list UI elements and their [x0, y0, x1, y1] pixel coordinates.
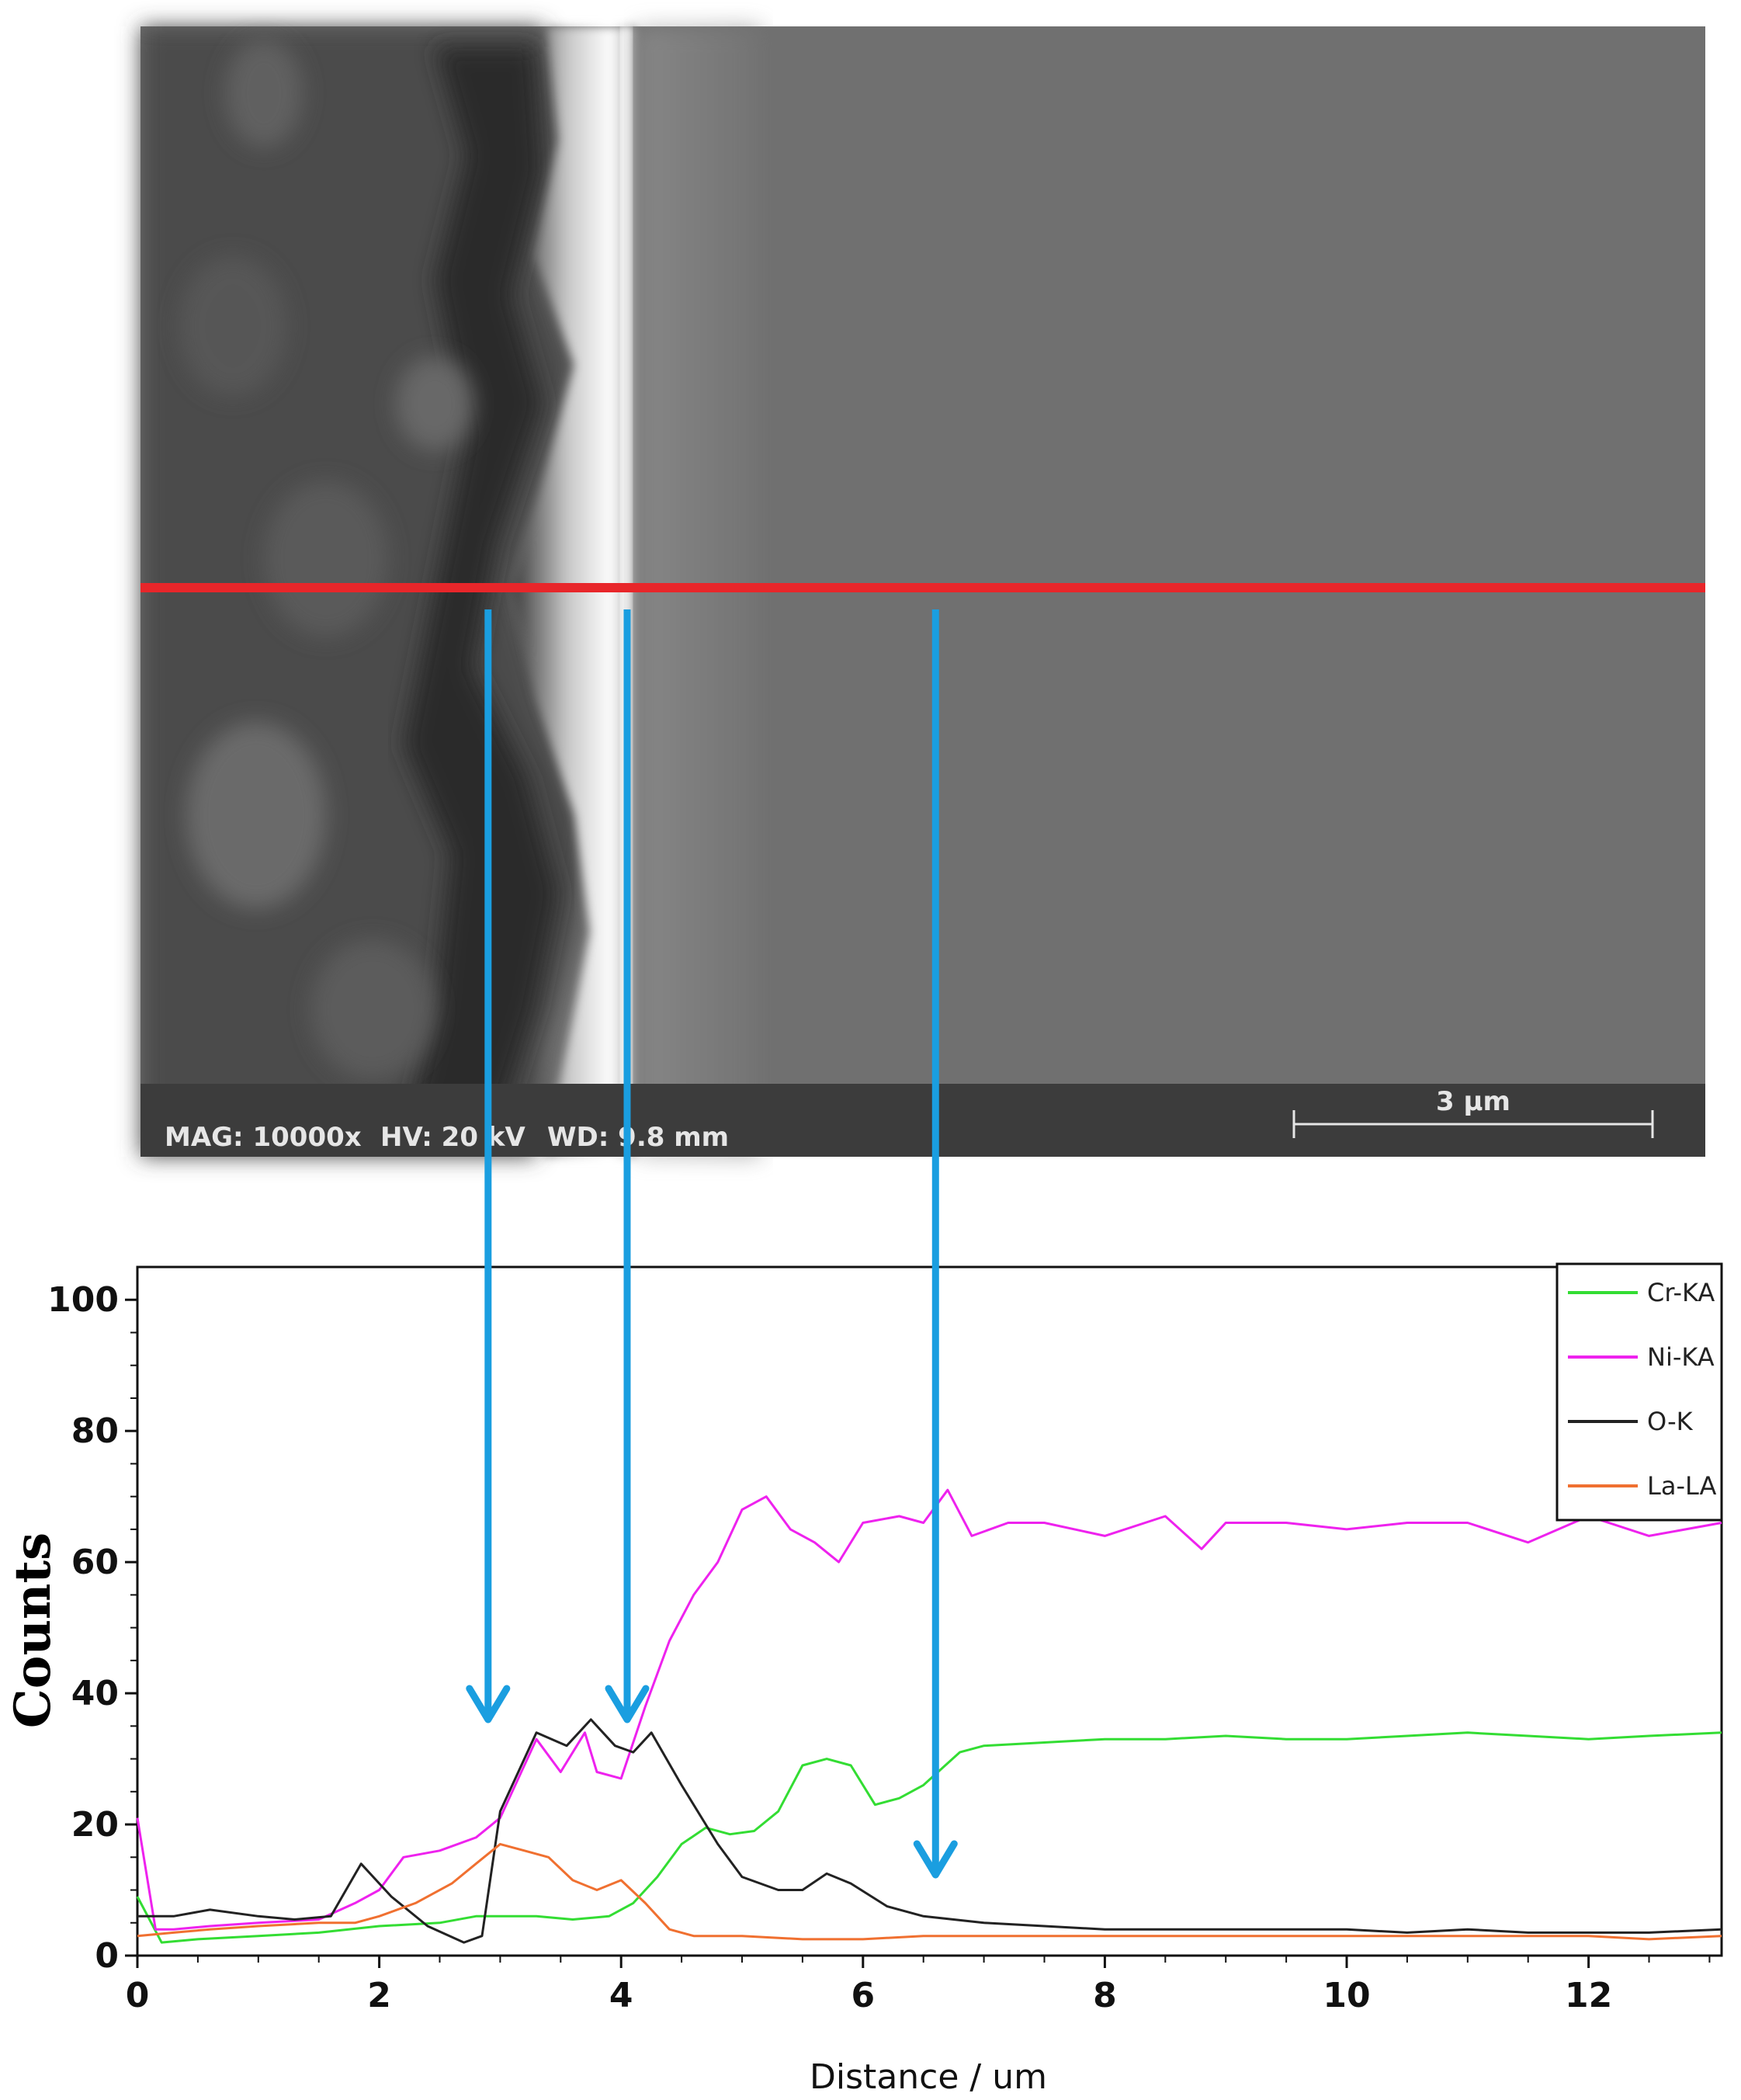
sem-scale-label: 3 µm [1436, 1086, 1510, 1117]
arrow [605, 609, 650, 1723]
x-tick-label: 2 [367, 1976, 391, 2015]
sem-mag-label: MAG: 10000x [165, 1122, 362, 1153]
line-scan-chart: 0 20 40 60 80 100 0 2 4 6 8 10 12 Counts Distance /… [4, 1262, 1723, 2097]
series-line-cr-ka [136, 1731, 1722, 1944]
series-layer [136, 1488, 1722, 1944]
legend-items: Cr-KA Ni-KA O-K La-LA [1568, 1278, 1717, 1501]
sem-info-bar [140, 1084, 1705, 1157]
y-axis: 0 20 40 60 80 100 [47, 1280, 137, 1976]
y-tick-label: 60 [71, 1543, 119, 1582]
arrow [466, 609, 511, 1723]
arrow [913, 609, 958, 1879]
x-tick-label: 8 [1093, 1976, 1117, 2015]
y-tick-label: 80 [71, 1411, 119, 1451]
x-tick-label: 4 [609, 1976, 633, 2015]
legend-label: La-LA [1647, 1471, 1717, 1501]
sem-scale-bar [1292, 1110, 1654, 1138]
legend-label: Ni-KA [1647, 1342, 1715, 1372]
y-tick-label: 100 [47, 1280, 119, 1320]
series-line-o-k [137, 1718, 1722, 1944]
x-tick-label: 12 [1565, 1976, 1612, 2015]
arrow-head [605, 1685, 650, 1723]
legend: Cr-KA Ni-KA O-K La-LA [1555, 1262, 1723, 1522]
x-axis: 0 2 4 6 8 10 12 [126, 1956, 1711, 2015]
arrow-head [913, 1840, 958, 1879]
series-line-ni-ka [136, 1488, 1722, 1931]
legend-label: O-K [1647, 1407, 1694, 1436]
x-tick-label: 6 [851, 1976, 875, 2015]
x-tick-label: 0 [126, 1976, 150, 2015]
legend-label: Cr-KA [1647, 1278, 1715, 1307]
arrow-layer [466, 609, 958, 1879]
sem-wd-label: WD: 9.8 mm [547, 1122, 729, 1153]
sem-texture [179, 39, 473, 1079]
y-tick-label: 20 [71, 1805, 119, 1845]
series-line-la-la [137, 1842, 1722, 1941]
x-tick-label: 10 [1323, 1976, 1370, 2015]
legend-box [1555, 1262, 1723, 1522]
y-axis-title: Counts [4, 1532, 62, 1728]
x-axis-title: Distance / um [810, 2057, 1047, 2097]
plot-frame [136, 1265, 1723, 1957]
y-tick-label: 40 [71, 1674, 119, 1713]
sem-hv-label: HV: 20 kV [380, 1122, 525, 1153]
arrow-head [466, 1685, 511, 1723]
y-tick-label: 0 [95, 1936, 119, 1976]
